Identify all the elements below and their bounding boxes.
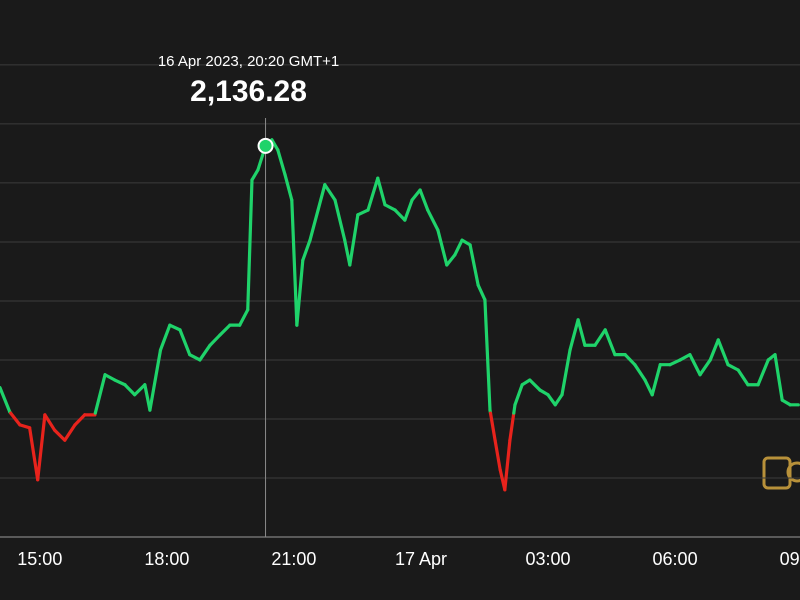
line-segment [560, 348, 572, 397]
line-segment [123, 383, 137, 397]
line-segment [270, 138, 280, 152]
line-segment [246, 178, 254, 312]
x-tick-label: 21:00 [271, 549, 316, 569]
line-segment [736, 368, 750, 387]
line-segment [503, 438, 512, 492]
line-segment [73, 413, 87, 427]
line-segment [528, 378, 542, 392]
line-segment [546, 393, 557, 407]
line-segment [133, 383, 147, 397]
x-tick-label: 06:00 [653, 549, 698, 569]
grid [0, 64, 800, 538]
line-segment [403, 198, 414, 222]
line-segment [208, 333, 222, 347]
line-segment [576, 318, 587, 347]
x-tick-label: 18:00 [144, 549, 189, 569]
hover-point [257, 137, 274, 154]
line-segment [276, 148, 287, 177]
line-segment [726, 363, 740, 372]
line-segment [63, 423, 77, 442]
line-segment [716, 338, 730, 367]
line-segment [0, 386, 12, 414]
line-segment [483, 298, 492, 412]
line-segment [633, 363, 647, 382]
line-segment [468, 243, 480, 287]
line-segment [508, 411, 516, 442]
line-segment [708, 338, 720, 362]
line-segment [650, 363, 662, 397]
line-segment [603, 328, 617, 357]
line-segment [103, 373, 117, 382]
line-segment [773, 353, 784, 402]
line-segment [418, 188, 430, 212]
line-segment [453, 238, 464, 257]
line-segment [698, 358, 712, 377]
x-tick-label: 15:00 [17, 549, 62, 569]
line-segment [198, 343, 212, 362]
line-segment [9, 411, 22, 427]
line-segment [295, 258, 305, 327]
line-segment [476, 283, 487, 302]
line-segment [188, 353, 202, 362]
price-line [0, 138, 800, 492]
line-segment [250, 168, 260, 182]
line-segment [148, 348, 163, 412]
line-segment [178, 328, 192, 357]
tooltip-value: 2,136.28 [190, 75, 307, 108]
line-segment [113, 378, 127, 387]
line-segment [18, 423, 32, 430]
line-segment [553, 393, 564, 407]
line-segment [290, 198, 299, 327]
line-segment [668, 358, 682, 367]
line-segment [756, 358, 770, 387]
line-segment [688, 353, 702, 377]
x-tick-label: 17 Apr [395, 549, 447, 569]
line-segment [218, 323, 232, 337]
line-segment [366, 176, 380, 212]
line-segment [36, 413, 47, 482]
tooltip: 16 Apr 2023, 20:20 GMT+1 2,136.28 [158, 53, 339, 537]
line-segment [238, 308, 250, 327]
line-segment [356, 208, 370, 217]
line-segment [301, 238, 312, 262]
x-tick-label: 09:00 [780, 549, 800, 569]
line-segment [488, 411, 497, 442]
tooltip-date: 16 Apr 2023, 20:20 GMT+1 [158, 53, 339, 70]
line-segment [323, 183, 337, 202]
line-segment [426, 208, 440, 232]
line-segment [678, 353, 692, 362]
line-segment [283, 173, 294, 202]
line-segment [643, 378, 654, 397]
line-segment [445, 253, 457, 267]
line-segment [93, 373, 107, 415]
watermark [762, 456, 800, 490]
line-segment [376, 176, 387, 207]
line-segment [348, 213, 360, 267]
line-segment [28, 426, 40, 482]
line-segment [53, 428, 67, 442]
line-segment [158, 323, 172, 352]
line-segment [593, 328, 607, 347]
line-segment [316, 183, 327, 212]
line-segment [513, 383, 524, 407]
x-axis: 15:00 18:00 21:00 17 Apr 03:00 06:00 09:00 [17, 549, 800, 569]
line-segment [393, 208, 407, 222]
line-segment [493, 438, 502, 472]
line-segment [410, 188, 422, 202]
line-segment [623, 353, 637, 367]
line-segment [568, 318, 580, 352]
line-segment [308, 208, 320, 242]
line-segment [383, 203, 397, 212]
line-segment [43, 413, 57, 432]
line-segment [168, 323, 182, 332]
line-segment [436, 228, 449, 267]
line-segment [333, 198, 347, 242]
x-tick-label: 03:00 [525, 549, 570, 569]
